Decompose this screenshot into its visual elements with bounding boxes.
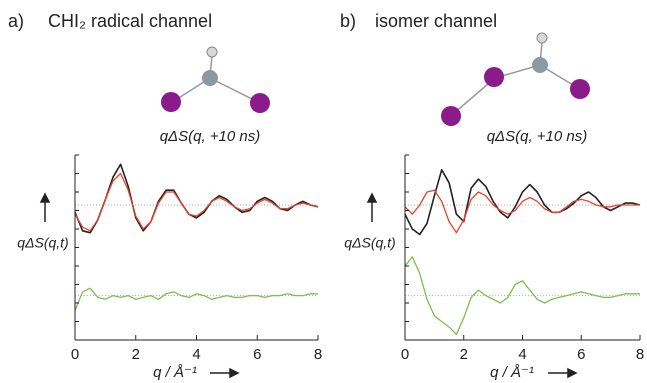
x-tick-label: 6 <box>253 346 261 363</box>
x-axis-label: q / Å⁻¹ <box>153 364 197 381</box>
x-tick-label: 4 <box>192 346 200 363</box>
x-tick-label: 0 <box>401 346 409 363</box>
y-axis-label: qΔS(q,t) <box>17 235 68 251</box>
panel-label: a) <box>8 11 24 31</box>
figure: a) CHI₂ radical channel qΔS(q, +10 ns) qΔS(… <box>0 0 647 383</box>
x-tick-label: 2 <box>132 346 140 363</box>
molecule-b <box>441 33 590 126</box>
y-axis-label: qΔS(q,t) <box>344 235 395 251</box>
data-line <box>75 288 318 310</box>
x-tick-label: 8 <box>636 346 644 363</box>
data-line <box>405 190 640 233</box>
x-tick-label: 6 <box>577 346 585 363</box>
molecule-a <box>161 47 270 113</box>
panel-label: b) <box>340 11 356 31</box>
chart-subtitle: qΔS(q, +10 ns) <box>160 128 261 145</box>
chart-subtitle: qΔS(q, +10 ns) <box>487 128 588 145</box>
x-tick-label: 4 <box>518 346 526 363</box>
chart-title: CHI₂ radical channel <box>48 11 212 31</box>
x-tick-label: 0 <box>71 346 79 363</box>
x-tick-label: 8 <box>314 346 322 363</box>
arrows <box>41 194 576 377</box>
data-line <box>75 164 318 232</box>
chart-title: isomer channel <box>375 11 497 31</box>
x-axis-label: q / Å⁻¹ <box>490 364 534 381</box>
x-tick-label: 2 <box>460 346 468 363</box>
